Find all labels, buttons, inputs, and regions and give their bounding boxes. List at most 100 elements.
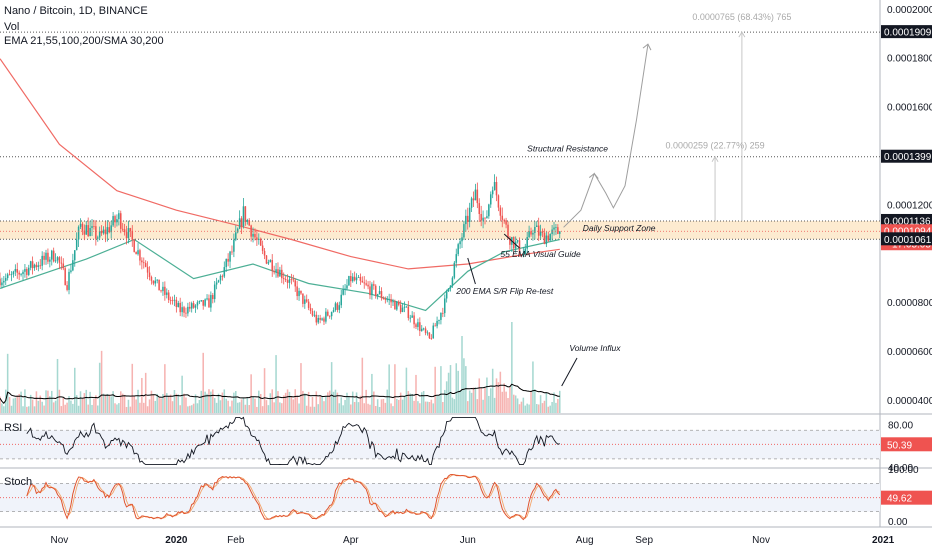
candle-body xyxy=(468,207,471,222)
candle-body xyxy=(434,325,436,327)
candle-body xyxy=(438,319,440,321)
volume-bar xyxy=(87,404,89,413)
volume-bar xyxy=(380,399,383,413)
stoch-value-box xyxy=(881,490,932,505)
rsi-value-label: 50.39 xyxy=(887,440,912,451)
volume-bar xyxy=(75,395,78,413)
candle-body xyxy=(154,280,157,284)
volume-bar xyxy=(110,396,112,413)
candle-body xyxy=(284,279,287,281)
candle-body xyxy=(543,232,546,245)
volume-bar xyxy=(355,392,358,413)
volume-bar xyxy=(95,395,97,413)
candle-body xyxy=(68,271,70,290)
volume-bar xyxy=(413,400,415,413)
candle-body xyxy=(267,262,270,264)
time-axis-tick: Apr xyxy=(343,535,359,546)
volume-bar xyxy=(543,400,546,413)
candle-body xyxy=(139,250,141,261)
candle-body xyxy=(79,223,82,227)
volume-bar xyxy=(482,399,484,413)
volume-bar xyxy=(16,395,19,413)
volume-bar xyxy=(235,391,237,413)
candle-body xyxy=(478,203,481,215)
volume-bar xyxy=(334,389,337,413)
volume-bar xyxy=(470,392,473,413)
stoch-legend[interactable]: Stoch xyxy=(4,476,32,488)
volume-bar xyxy=(332,391,335,413)
candle-body xyxy=(277,269,279,277)
candle-body xyxy=(369,286,371,296)
candle-body xyxy=(507,224,509,238)
candle-body xyxy=(319,317,321,320)
rsi-legend[interactable]: RSI xyxy=(4,422,22,434)
volume-bar xyxy=(501,391,504,413)
candle-body xyxy=(12,271,15,275)
volume-bar xyxy=(376,399,379,413)
candle-body xyxy=(524,248,527,255)
candle-body xyxy=(204,299,206,306)
candle-body xyxy=(217,280,220,283)
candle-body xyxy=(298,290,300,297)
candle-body xyxy=(127,228,130,239)
candle-body xyxy=(35,264,38,268)
time-axis-tick: Aug xyxy=(576,535,594,546)
volume-bar xyxy=(367,403,369,413)
candle-body xyxy=(200,300,203,302)
candle-body xyxy=(227,258,229,262)
volume-bar xyxy=(146,406,149,413)
volume-bar xyxy=(143,402,145,413)
candle-body xyxy=(238,218,241,229)
indicator-legend[interactable]: EMA 21,55,100,200/SMA 30,200 xyxy=(4,35,164,47)
volume-bar xyxy=(22,406,24,413)
candle-body xyxy=(114,216,116,223)
volume-bar xyxy=(173,390,176,413)
volume-bar xyxy=(171,401,174,413)
volume-bar xyxy=(468,390,471,413)
volume-bar xyxy=(242,397,245,413)
candle-body xyxy=(160,290,162,292)
volume-bar xyxy=(269,393,272,413)
candle-body xyxy=(26,269,28,275)
candle-body xyxy=(497,195,500,208)
volume-bar xyxy=(511,321,513,413)
candle-body xyxy=(281,269,283,279)
volume-bar xyxy=(231,400,233,413)
volume-bar xyxy=(81,398,84,413)
candle-body xyxy=(273,270,275,273)
candle-body xyxy=(336,303,339,310)
candle-body xyxy=(555,227,557,229)
candle-body xyxy=(549,234,551,241)
volume-bar xyxy=(26,406,28,413)
volume-bar xyxy=(348,396,350,413)
candle-body xyxy=(357,276,360,278)
volume-bar xyxy=(97,405,99,413)
volume-bar xyxy=(233,392,235,413)
volume-bar xyxy=(503,383,505,413)
daily-support-zone-label: Daily Support Zone xyxy=(583,223,656,233)
candle-body xyxy=(472,198,475,201)
volume-bar xyxy=(223,389,226,413)
candle-body xyxy=(413,315,415,325)
candle-body xyxy=(150,276,153,281)
candle-body xyxy=(528,231,530,238)
volume-bar xyxy=(424,401,427,413)
candle-body xyxy=(250,225,252,237)
volume-bar xyxy=(292,399,295,413)
volume-bar xyxy=(288,391,291,413)
volume-legend[interactable]: Vol xyxy=(4,21,20,33)
volume-bar xyxy=(282,395,285,413)
volume-bar xyxy=(93,398,95,413)
candle-body xyxy=(294,280,296,287)
volume-bar xyxy=(340,397,342,413)
volume-bar xyxy=(434,366,436,413)
candle-body xyxy=(56,257,59,261)
candle-body xyxy=(156,279,158,281)
measure-arrowhead xyxy=(711,155,719,162)
candle-body xyxy=(440,312,442,320)
volume-bar xyxy=(208,389,210,413)
candle-body xyxy=(179,302,181,313)
candle-body xyxy=(75,239,78,251)
volume-bar xyxy=(100,350,103,413)
